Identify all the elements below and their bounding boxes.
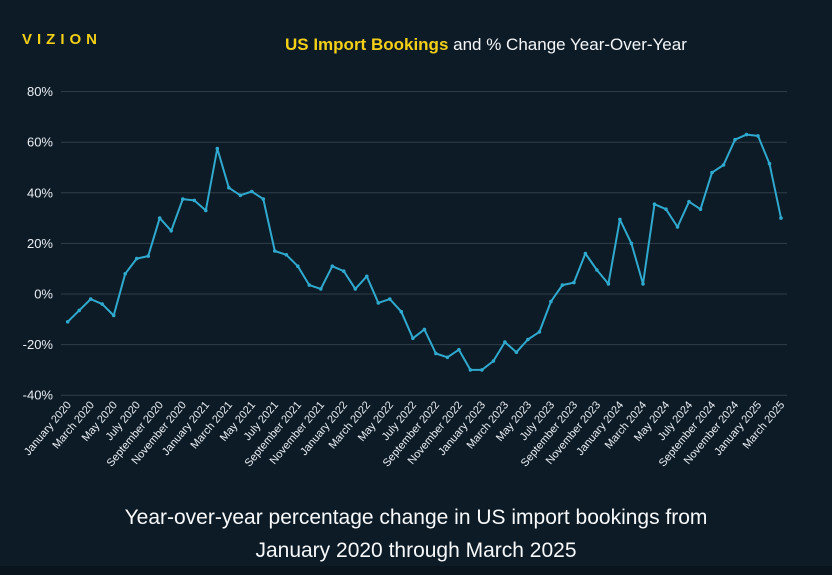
data-point [181, 197, 185, 201]
data-point [284, 253, 289, 257]
data-point [227, 185, 231, 190]
yoy-data-line [66, 133, 782, 371]
data-point [365, 274, 369, 279]
y-tick-label: -40% [23, 388, 54, 403]
data-point [77, 308, 81, 313]
data-point [146, 254, 150, 258]
data-point [111, 313, 116, 318]
data-point [606, 282, 611, 286]
chart-title-rest: and % Change Year-Over-Year [448, 35, 687, 54]
data-point [261, 197, 266, 201]
data-point [514, 350, 519, 355]
header: VIZION US Import Bookings and % Change Y… [0, 0, 832, 70]
data-point [238, 193, 243, 198]
data-point [721, 163, 726, 167]
data-point [273, 249, 277, 253]
data-point [457, 347, 461, 352]
data-point [549, 299, 553, 304]
y-tick-label: 0% [34, 287, 53, 302]
data-point [307, 283, 312, 287]
data-point [779, 216, 783, 220]
data-point [134, 256, 139, 261]
data-point [388, 297, 392, 301]
data-point [468, 368, 473, 372]
data-point [445, 355, 450, 360]
data-point [353, 287, 358, 291]
footer-strip [0, 566, 832, 575]
data-point [100, 302, 104, 306]
data-point [422, 327, 427, 332]
data-point [296, 264, 300, 269]
data-point [733, 137, 737, 142]
data-point [342, 269, 346, 274]
data-point [687, 199, 691, 204]
y-tick-label: 80% [27, 84, 53, 99]
data-point [767, 161, 772, 166]
y-tick-label: 60% [27, 135, 53, 150]
data-point [65, 320, 70, 324]
data-point [629, 241, 634, 246]
y-tick-label: 40% [27, 185, 53, 200]
data-point [376, 301, 381, 305]
caption-line-1: Year-over-year percentage change in US i… [124, 506, 708, 529]
data-point [595, 268, 599, 272]
vizion-logo: VIZION [22, 31, 103, 48]
caption-line-2: January 2020 through March 2025 [255, 539, 577, 562]
data-point [411, 336, 415, 341]
data-point [537, 330, 542, 334]
data-point [560, 283, 565, 287]
data-point [88, 297, 93, 301]
yoy-line-chart: 80%60%40%20%0%-20%-40%January 2020March … [22, 84, 787, 469]
data-point [157, 216, 162, 220]
data-point [583, 251, 588, 256]
data-point [491, 359, 496, 363]
data-point [434, 351, 438, 356]
data-point [169, 229, 173, 233]
data-point [698, 207, 703, 211]
data-point [618, 217, 622, 222]
data-point [192, 198, 197, 203]
data-point [215, 146, 220, 151]
chart-caption: Year-over-year percentage change in US i… [0, 501, 832, 567]
data-point [123, 272, 127, 276]
data-point [675, 225, 680, 229]
data-point [572, 280, 576, 285]
data-point [744, 132, 749, 137]
data-point [204, 208, 208, 213]
data-point [652, 202, 657, 206]
data-point [480, 368, 484, 372]
data-point [664, 207, 668, 211]
data-point [250, 189, 254, 194]
data-point [503, 340, 507, 344]
data-point [641, 282, 645, 286]
data-point [330, 264, 335, 269]
y-tick-label: 20% [27, 236, 53, 251]
data-point [399, 309, 404, 314]
data-point [319, 287, 323, 291]
data-point [526, 337, 530, 342]
y-tick-label: -20% [23, 337, 54, 352]
chart-title: US Import Bookings and % Change Year-Ove… [285, 35, 805, 55]
data-point [710, 170, 714, 175]
data-point [756, 134, 760, 138]
chart-title-emphasis: US Import Bookings [285, 35, 449, 54]
